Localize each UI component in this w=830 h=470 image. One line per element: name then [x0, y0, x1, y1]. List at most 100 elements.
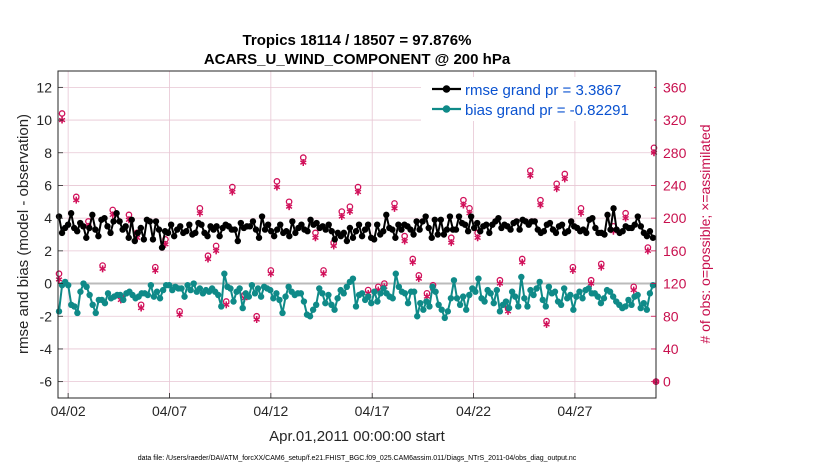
- rmse-point: [158, 244, 166, 251]
- legend-bias: bias grand pr = -0.82291: [432, 102, 629, 119]
- bias-point: [74, 309, 81, 317]
- rmse-point: [131, 237, 138, 245]
- bias-point: [273, 290, 280, 297]
- y-tick-label-3: 0: [44, 276, 52, 292]
- rmse-point: [464, 228, 472, 235]
- rmse-point: [392, 234, 399, 241]
- bias-point: [441, 314, 448, 322]
- bias-point: [634, 291, 641, 299]
- obs-assimilated-point: [561, 175, 569, 183]
- obs-possible-point: [58, 110, 66, 117]
- bias-point: [472, 288, 479, 295]
- rmse-point: [95, 232, 102, 240]
- rmse-point: [361, 226, 369, 233]
- y2-tick-label-0: 0: [663, 374, 671, 390]
- bias-point: [150, 293, 158, 300]
- bias-point: [190, 280, 197, 287]
- obs-assimilated-point: [527, 172, 534, 180]
- rmse-point: [304, 228, 311, 235]
- bias-point: [248, 281, 256, 289]
- bias-point: [227, 285, 234, 292]
- y-axis-label: rmse and bias (model - observation): [15, 114, 32, 354]
- rmse-point: [122, 223, 129, 230]
- bias-point: [410, 288, 418, 295]
- rmse-point: [192, 229, 199, 237]
- bias-point: [77, 288, 84, 295]
- legend-box: [421, 77, 654, 121]
- bias-point: [328, 301, 335, 309]
- bias-point: [178, 285, 185, 292]
- bias-point: [536, 278, 543, 286]
- rmse-point: [204, 232, 211, 240]
- bias-point: [404, 299, 412, 307]
- bias-point: [334, 295, 341, 302]
- rmse-point: [83, 234, 90, 241]
- rmse-point: [413, 218, 420, 225]
- bias-point: [429, 283, 436, 291]
- bias-point: [236, 285, 243, 292]
- bias-point: [466, 291, 473, 299]
- y2-tick-label-1: 40: [663, 341, 679, 357]
- rmse-point: [467, 213, 475, 220]
- bias-point: [92, 309, 99, 317]
- bias-point: [423, 298, 430, 305]
- obs-assimilated-point: [622, 214, 629, 222]
- bias-point: [539, 296, 546, 304]
- rmse-point: [313, 219, 320, 227]
- obs-assimilated-point: [415, 275, 423, 283]
- obs-assimilated-point: [99, 265, 106, 273]
- rmse-point: [270, 232, 278, 240]
- rmse-point: [422, 213, 429, 220]
- bias-point: [573, 293, 580, 300]
- obs-assimilated-point: [543, 321, 550, 328]
- bias-point: [300, 298, 308, 305]
- bias-point: [453, 295, 461, 302]
- bias-point: [380, 285, 387, 292]
- rmse-point: [273, 226, 281, 233]
- bias-point: [218, 303, 225, 310]
- bias-point: [267, 286, 274, 294]
- rmse-point: [473, 219, 481, 227]
- rmse-point: [155, 226, 163, 233]
- rmse-point: [410, 231, 417, 238]
- bias-point: [319, 290, 326, 297]
- bias-point: [279, 309, 286, 317]
- rmse-point: [531, 218, 538, 225]
- bias-point: [245, 293, 253, 300]
- rmse-point: [146, 218, 154, 225]
- axis-ticks: -6-4-20246810120408012016020024028032036…: [36, 79, 686, 419]
- obs-assimilated-point: [447, 239, 455, 247]
- rmse-point: [258, 213, 266, 220]
- rmse-point: [634, 213, 642, 220]
- rmse-point: [80, 223, 87, 230]
- bias-point: [276, 296, 283, 304]
- plot-frame: [57, 70, 657, 399]
- obs-assimilated-point: [496, 280, 504, 287]
- rmse-point: [249, 218, 257, 225]
- rmse-point: [113, 210, 120, 217]
- rmse-point: [73, 228, 81, 235]
- rmse-point: [234, 237, 242, 245]
- bias-point: [325, 291, 332, 299]
- rmse-point: [373, 221, 381, 228]
- bias-point: [309, 306, 317, 313]
- bias-point: [585, 285, 592, 292]
- rmse-point: [419, 218, 426, 225]
- bias-point: [401, 290, 409, 297]
- obs-assimilated-point: [285, 203, 293, 211]
- rmse-point: [170, 232, 178, 240]
- rmse-point: [380, 228, 387, 235]
- rmse-point: [64, 221, 72, 228]
- bias-point: [524, 303, 531, 310]
- bias-point: [101, 299, 109, 307]
- y2-tick-label-2: 80: [663, 308, 679, 324]
- rmse-point: [89, 211, 96, 219]
- rmse-point: [322, 226, 329, 233]
- rmse-point: [289, 218, 296, 225]
- rmse-point: [167, 221, 175, 228]
- rmse-point: [164, 229, 172, 237]
- rmse-point: [183, 228, 190, 235]
- bias-point: [576, 288, 583, 295]
- legend-rmse-label: rmse grand pr = 3.3867: [465, 82, 621, 99]
